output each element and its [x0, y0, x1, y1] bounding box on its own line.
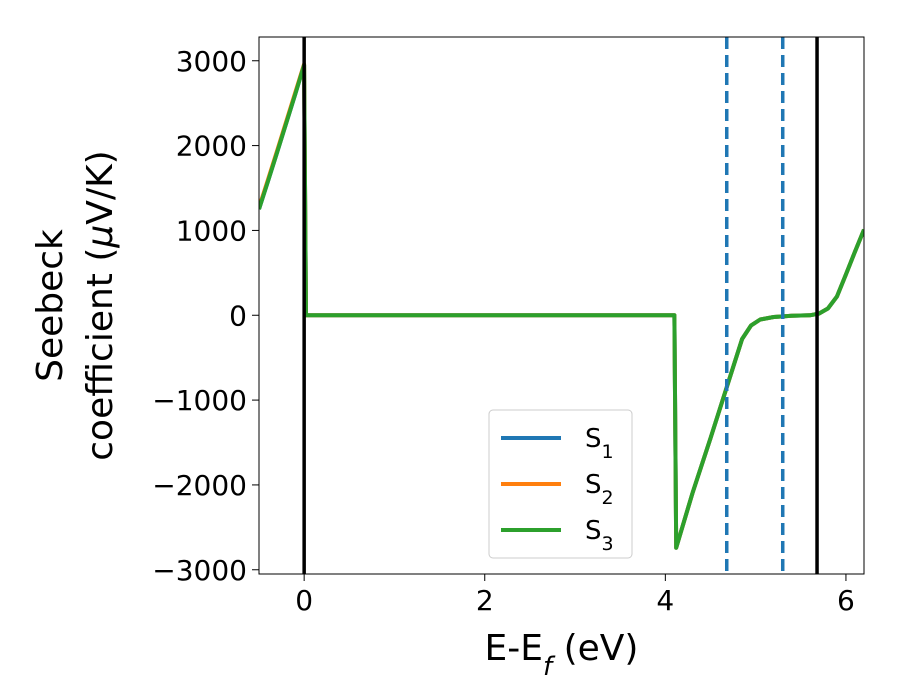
legend: S1 S2 S3 [488, 409, 633, 559]
legend-label-s1: S1 [585, 424, 614, 463]
y-tick-label: −2000 [152, 469, 247, 502]
y-tick-label: 0 [229, 299, 247, 332]
legend-label-s2: S2 [585, 470, 614, 509]
y-axis-label-line1: Seebeck [30, 229, 71, 382]
y-tick-label: 3000 [176, 45, 247, 78]
plot-area [259, 37, 864, 574]
y-axis-label-line2: coefficient (μV/K) [80, 150, 121, 460]
x-tick-label: 2 [476, 584, 494, 617]
axis-ticks: 0 2 4 6 −3000 −2000 −1000 0 1000 2000 3000 [152, 45, 855, 617]
x-tick-label: 6 [837, 584, 855, 617]
y-axis-label: Seebeck coefficient (μV/K) [30, 150, 121, 460]
y-tick-label: −1000 [152, 384, 247, 417]
x-tick-label: 4 [656, 584, 674, 617]
series-line-s3 [259, 63, 864, 550]
legend-label-s3: S3 [585, 516, 614, 555]
y-tick-label: −3000 [152, 554, 247, 587]
axes-frame [258, 36, 865, 575]
x-axis-label: E-Ef (eV) [485, 628, 639, 682]
y-tick-label: 2000 [176, 130, 247, 163]
y-tick-label: 1000 [176, 214, 247, 247]
x-tick-label: 0 [295, 584, 313, 617]
